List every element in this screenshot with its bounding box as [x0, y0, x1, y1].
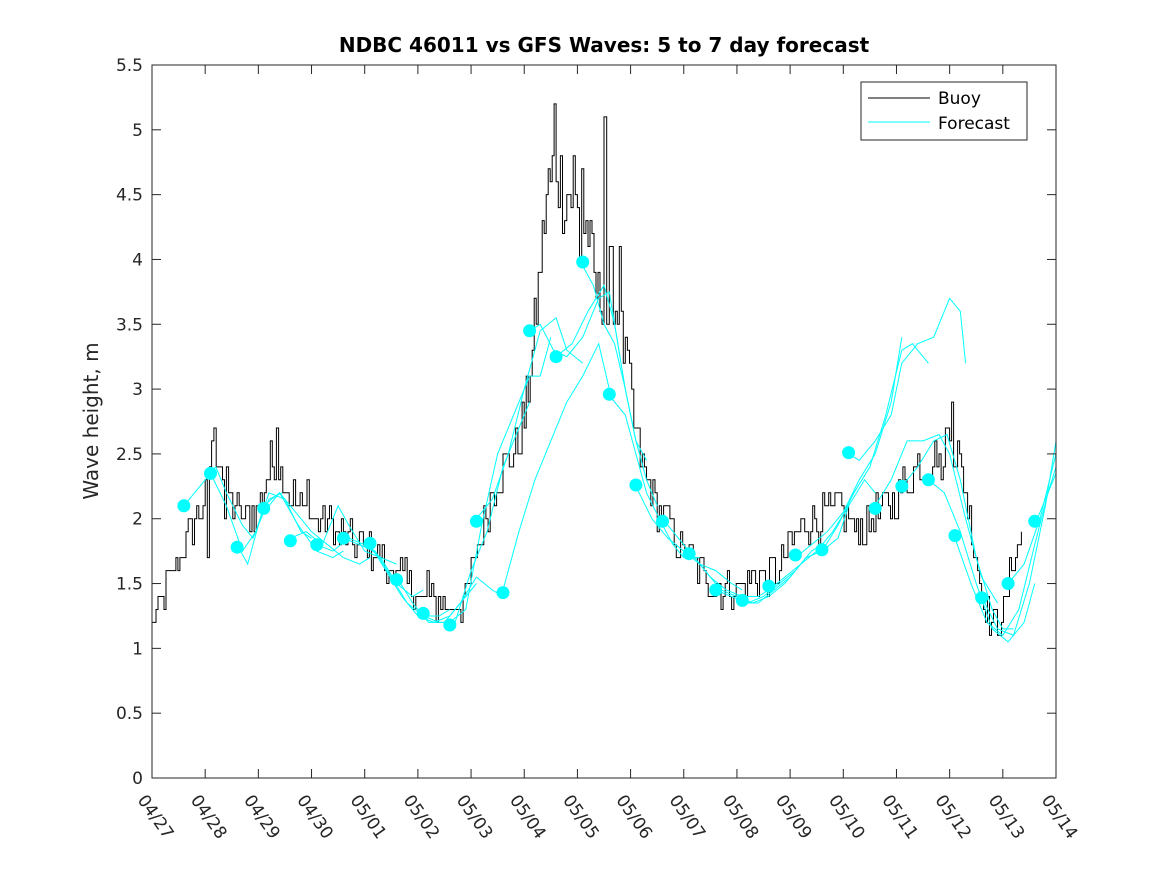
forecast-marker-32 [1001, 577, 1015, 590]
forecast-marker-8 [363, 536, 377, 550]
forecast-marker-19 [656, 514, 669, 528]
x-tick-label: 05/13 [984, 791, 1028, 843]
forecast-series-line-24 [795, 337, 903, 558]
y-tick-label: 3 [132, 380, 143, 400]
y-tick-label: 3.5 [116, 315, 143, 335]
y-tick-label: 2.5 [116, 445, 143, 465]
forecast-series-line-11 [449, 337, 552, 623]
x-tick-label: 05/04 [505, 791, 549, 843]
forecast-marker-29 [921, 473, 935, 487]
y-tick-label: 0.5 [116, 704, 143, 724]
forecast-series-line-19 [662, 518, 770, 597]
forecast-marker-17 [602, 387, 616, 401]
forecast-marker-26 [842, 446, 856, 460]
x-tick-label: 04/29 [239, 791, 283, 843]
legend: Buoy Forecast [860, 81, 1028, 141]
y-tick-label: 4.5 [116, 186, 143, 206]
forecast-marker-22 [735, 593, 749, 607]
forecast-marker-23 [762, 579, 776, 593]
forecast-series-line-28 [901, 433, 1014, 630]
forecast-series-line-13 [502, 342, 610, 591]
x-tick-label: 05/14 [1037, 791, 1081, 843]
legend-label-buoy: Buoy [938, 89, 981, 109]
forecast-marker-33 [1028, 514, 1042, 528]
forecast-marker-27 [868, 501, 882, 515]
forecast-series-line-7 [343, 537, 451, 617]
forecast-marker-15 [549, 350, 563, 364]
forecast-marker-18 [629, 478, 643, 492]
forecast-series-line-17 [608, 395, 700, 559]
y-tick-label: 1 [132, 639, 143, 659]
forecast-series-line-4 [263, 492, 371, 565]
x-tick-label: 04/30 [292, 791, 336, 843]
forecast-series-line-10 [423, 401, 531, 623]
chart-title: NDBC 46011 vs GFS Waves: 5 to 7 day fore… [339, 33, 870, 57]
forecast-marker-31 [975, 591, 989, 605]
x-tick-label: 05/02 [399, 791, 443, 843]
x-tick-label: 04/27 [133, 791, 177, 843]
forecast-marker-5 [283, 534, 297, 548]
forecast-marker-20 [682, 547, 696, 561]
forecast-marker-13 [496, 586, 510, 600]
x-tick-label: 05/03 [452, 791, 496, 843]
forecast-marker-24 [788, 548, 802, 562]
forecast-marker-11 [443, 618, 457, 632]
forecast-series-line-14 [529, 291, 621, 358]
x-tick-label: 05/06 [611, 791, 655, 843]
forecast-marker-30 [948, 529, 962, 543]
plot-frame [151, 64, 1057, 779]
legend-label-forecast: Forecast [938, 114, 1010, 134]
x-tick-label: 05/10 [824, 791, 868, 843]
forecast-marker-14 [523, 324, 537, 338]
y-tick-label: 1.5 [116, 575, 143, 595]
forecast-series-line-3 [236, 492, 344, 566]
y-tick-label: 0 [132, 769, 143, 789]
y-axis-label: Wave height, m [79, 342, 103, 499]
y-tick-label: 2 [132, 510, 143, 530]
x-tick-label: 05/09 [771, 791, 815, 843]
buoy-series-line [152, 103, 1022, 636]
forecast-marker-6 [310, 538, 324, 552]
legend-box [860, 81, 1028, 141]
forecast-marker-9 [390, 573, 404, 587]
forecast-marker-1 [177, 499, 191, 513]
x-tick-label: 05/05 [558, 791, 602, 843]
y-tick-label: 5.5 [116, 56, 143, 76]
x-tick-label: 05/12 [931, 791, 975, 843]
forecast-marker-3 [230, 540, 244, 554]
forecast-marker-21 [709, 583, 723, 597]
y-tick-label: 4 [132, 250, 143, 270]
forecast-marker-2 [204, 466, 217, 480]
forecast-marker-4 [257, 501, 271, 515]
forecast-series-line-16 [582, 265, 658, 506]
forecast-marker-16 [576, 255, 590, 269]
forecast-marker-28 [895, 479, 909, 493]
x-tick-label: 05/01 [346, 791, 390, 843]
forecast-series-line-9 [396, 576, 504, 623]
forecast-marker-10 [416, 606, 430, 620]
forecast-marker-7 [336, 531, 350, 545]
forecast-series-line-22 [742, 505, 850, 604]
forecast-series-line-6 [316, 537, 424, 598]
y-tick-label: 5 [132, 121, 143, 141]
forecast-marker-25 [815, 543, 829, 557]
x-tick-label: 05/07 [665, 791, 709, 843]
x-tick-label: 04/28 [186, 791, 230, 843]
marker-layer [177, 255, 1042, 632]
forecast-series-line-26 [848, 297, 967, 462]
forecast-series-line-23 [768, 478, 876, 591]
forecast-series-line-32 [1007, 453, 1057, 584]
x-tick-label: 05/11 [877, 791, 921, 843]
forecast-series-line-25 [821, 343, 929, 552]
forecast-series-line-5 [290, 504, 397, 565]
forecast-series-line-12 [476, 316, 584, 520]
forecast-marker-12 [469, 514, 483, 528]
forecast-series-line-29 [928, 479, 1036, 643]
x-tick-label: 05/08 [718, 791, 762, 843]
